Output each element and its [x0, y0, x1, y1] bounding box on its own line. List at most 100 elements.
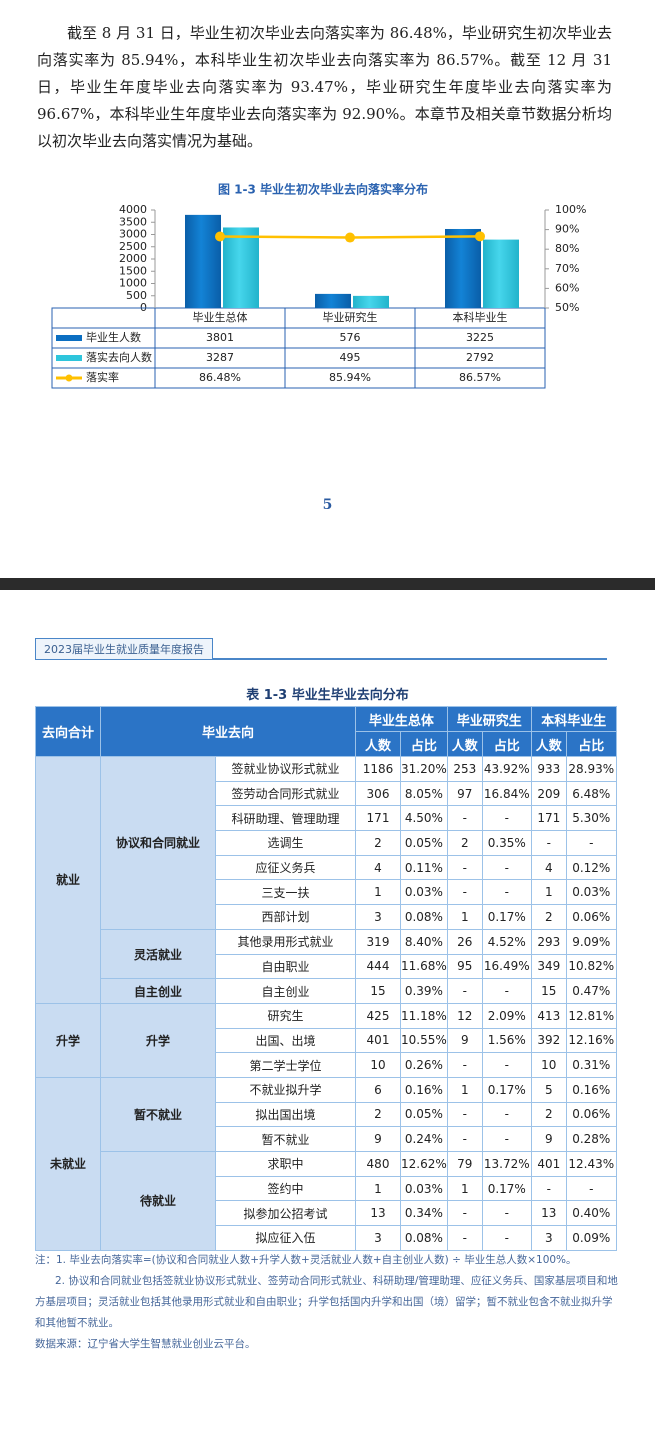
- cell: 349: [530, 953, 567, 980]
- cell: 9: [446, 1027, 483, 1054]
- cell: -: [565, 830, 617, 856]
- cell: 11.68%: [400, 953, 448, 980]
- header-cell: 人数: [446, 731, 483, 757]
- paragraph: 截至 8 月 31 日，毕业生初次毕业去向落实率为 86.48%，毕业研究生初次…: [37, 24, 612, 150]
- group-cell: 升学: [35, 1002, 101, 1078]
- cell: 3: [355, 1225, 401, 1251]
- header-cell: 占比: [565, 731, 617, 757]
- cell: 4.50%: [400, 805, 448, 832]
- cell: 拟出国出境: [215, 1101, 356, 1128]
- cell: 13.72%: [481, 1151, 532, 1177]
- cell: 12.62%: [400, 1151, 448, 1177]
- cell: -: [481, 805, 532, 832]
- table-title: 表 1-3 毕业生毕业去向分布: [246, 688, 409, 703]
- cell: 933: [530, 756, 567, 782]
- cell: 9.09%: [565, 928, 617, 955]
- cell: 4: [355, 854, 401, 881]
- cell: 253: [446, 756, 483, 782]
- cell: 0.11%: [400, 854, 448, 881]
- cell: -: [565, 1175, 617, 1202]
- header-cell: 占比: [400, 731, 448, 757]
- cell: 13: [530, 1200, 567, 1227]
- cell: 2: [355, 830, 401, 856]
- cell: 1186: [355, 756, 401, 782]
- note: 2. 协议和合同就业包括签就业协议形式就业、签劳动合同形式就业、科研助理/管理助…: [35, 1275, 618, 1329]
- cell: 签劳动合同形式就业: [215, 780, 356, 807]
- cell: 2: [355, 1101, 401, 1128]
- cell: 10: [355, 1052, 401, 1078]
- table-row: 自主创业 自主创业 15 0.39% - -15 0.47%: [36, 978, 617, 1004]
- value-label: 3801: [206, 331, 234, 344]
- cell: -: [446, 854, 483, 881]
- cell: -: [481, 879, 532, 906]
- table-row: 第二学士学位 10 0.26% - -10 0.31%: [36, 1052, 617, 1078]
- cell: 97: [446, 780, 483, 807]
- table-row: 升学 升学 研究生 425 11.18% 12 2.09% 413 12.81%: [35, 1002, 617, 1078]
- note: 注：1. 毕业去向落实率=(协议和合同就业人数+升学人数+灵活就业人数+自主创业…: [35, 1254, 577, 1266]
- cell: 拟应征入伍: [215, 1225, 356, 1251]
- table-row: 自由职业 444 11.68% 95 16.49% 349 10.82%: [36, 953, 617, 980]
- cell: 13: [355, 1200, 401, 1227]
- y-tick-label: 2500: [119, 240, 147, 253]
- table-row: 拟应征入伍 3 0.08% - -3 0.09%: [36, 1225, 617, 1251]
- legend-swatch: [65, 374, 73, 382]
- cell: 1: [446, 1076, 483, 1103]
- cell: 0.12%: [565, 854, 617, 881]
- notes: 注：1. 毕业去向落实率=(协议和合同就业人数+升学人数+灵活就业人数+自主创业…: [35, 1250, 620, 1355]
- value-label: 2792: [466, 351, 494, 364]
- line-point: [345, 232, 355, 243]
- cell: 3: [355, 904, 401, 930]
- cell: 0.08%: [400, 1225, 448, 1251]
- header-row: 去向合计 毕业去向 毕业生总体 毕业研究生 本科毕业生: [35, 706, 617, 757]
- value-label: 576: [340, 331, 361, 344]
- cell: 选调生: [215, 830, 356, 856]
- y2-tick-label: 90%: [555, 223, 579, 236]
- cell: 171: [355, 805, 401, 832]
- header-row: 人数 占比 人数 占比 人数 占比: [36, 731, 617, 757]
- cell: 0.05%: [400, 830, 448, 856]
- cell: -: [530, 1175, 567, 1202]
- cell: 2: [530, 904, 567, 930]
- cell: 0.17%: [481, 1076, 532, 1103]
- bar: [353, 295, 389, 308]
- cell: 求职中: [215, 1151, 356, 1177]
- subgroup-cell: 灵活就业: [100, 928, 216, 980]
- cell: 0.34%: [400, 1200, 448, 1227]
- cell: 自由职业: [215, 953, 356, 980]
- cell: 5.30%: [565, 805, 617, 832]
- header-cell: 去向合计: [35, 706, 101, 757]
- x-tick-label: 毕业生总体: [193, 310, 248, 324]
- cell: 16.84%: [481, 780, 532, 807]
- cell: 0.03%: [400, 879, 448, 906]
- header-cell: 毕业生总体: [355, 706, 448, 732]
- cell: 6.48%: [565, 780, 617, 807]
- y2-tick-label: 80%: [555, 242, 579, 255]
- chart-title: 图 1-3 毕业生初次毕业去向落实率分布: [218, 182, 428, 197]
- cell: 4.52%: [481, 928, 532, 955]
- cell: 其他录用形式就业: [215, 928, 356, 955]
- legend-swatch: [56, 335, 82, 341]
- cell: 西部计划: [215, 904, 356, 930]
- cell: 171: [530, 805, 567, 832]
- running-header-text: 2023届毕业生就业质量年度报告: [35, 638, 213, 659]
- running-header: 2023届毕业生就业质量年度报告: [35, 638, 607, 660]
- table-row: 西部计划 3 0.08% 1 0.17% 2 0.06%: [36, 904, 617, 930]
- cell: 8.05%: [400, 780, 448, 807]
- cell: 10: [530, 1052, 567, 1078]
- cell: 401: [355, 1027, 401, 1054]
- cell: 0.06%: [565, 904, 617, 930]
- cell: 1: [530, 879, 567, 906]
- value-label: 85.94%: [329, 371, 371, 384]
- cell: 2: [530, 1101, 567, 1128]
- cell: 1.56%: [481, 1027, 532, 1054]
- cell: 209: [530, 780, 567, 807]
- table-row: 签劳动合同形式就业 306 8.05% 97 16.84% 209 6.48%: [36, 780, 617, 807]
- cell: -: [530, 830, 567, 856]
- table-row: 出国、出境 401 10.55% 9 1.56% 392 12.16%: [36, 1027, 617, 1054]
- cell: 签就业协议形式就业: [215, 756, 356, 782]
- subgroup-cell: 自主创业: [100, 978, 216, 1004]
- cell: 12.43%: [565, 1151, 617, 1177]
- cell: 1: [355, 879, 401, 906]
- table-row: 暂不就业 9 0.24% - -9 0.28%: [36, 1126, 617, 1152]
- cell: 0.17%: [481, 904, 532, 930]
